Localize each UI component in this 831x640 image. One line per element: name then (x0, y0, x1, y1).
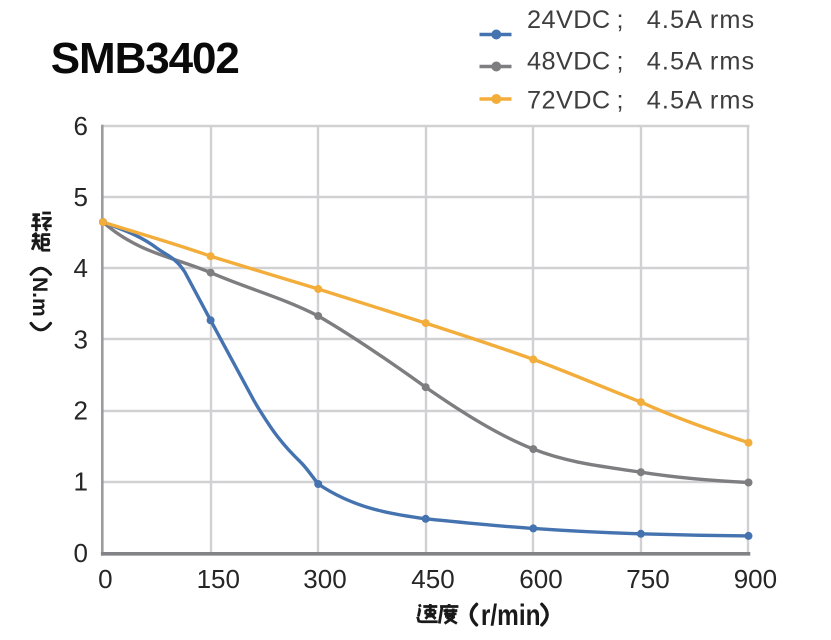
svg-text:450: 450 (411, 564, 454, 594)
svg-text:0: 0 (74, 538, 88, 568)
svg-text:2: 2 (74, 396, 88, 426)
svg-text:SMB3402: SMB3402 (51, 34, 239, 83)
svg-text:4.5A rms: 4.5A rms (647, 87, 756, 115)
svg-text:150: 150 (197, 564, 240, 594)
svg-text:1: 1 (74, 467, 88, 497)
svg-text:r/min: r/min (481, 599, 541, 632)
svg-text:900: 900 (734, 564, 777, 594)
svg-text:600: 600 (519, 564, 562, 594)
svg-text:4: 4 (74, 253, 88, 283)
svg-text:;: ; (617, 48, 624, 76)
svg-text:N.m: N.m (28, 277, 51, 317)
svg-text:48VDC: 48VDC (527, 48, 611, 76)
svg-text:750: 750 (626, 564, 669, 594)
svg-text:0: 0 (98, 564, 112, 594)
svg-text:5: 5 (74, 182, 88, 212)
svg-text:;: ; (617, 87, 624, 115)
svg-text:4.5A rms: 4.5A rms (647, 6, 756, 34)
svg-text:24VDC: 24VDC (527, 6, 611, 34)
svg-text:4.5A rms: 4.5A rms (647, 48, 756, 76)
svg-text:300: 300 (303, 564, 346, 594)
svg-text:6: 6 (74, 111, 88, 141)
svg-text:;: ; (617, 6, 624, 34)
svg-text:72VDC: 72VDC (527, 87, 611, 115)
svg-text:3: 3 (74, 324, 88, 354)
